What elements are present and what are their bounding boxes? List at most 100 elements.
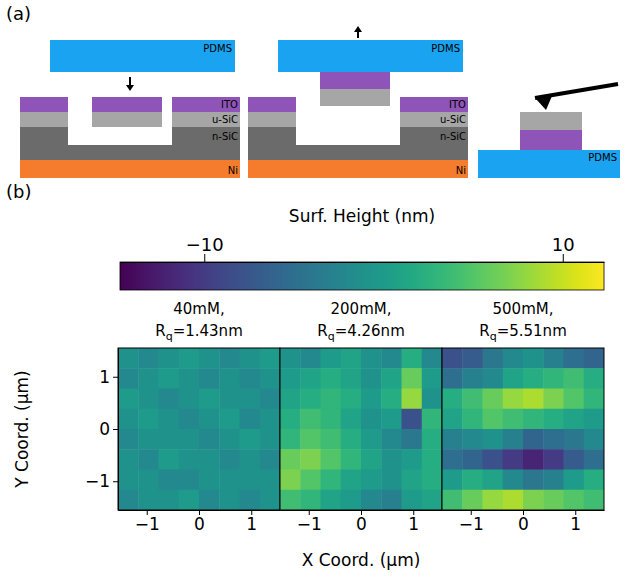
cell [138, 348, 159, 369]
cell [523, 348, 544, 369]
cell [118, 368, 139, 389]
tick-label: 0 [518, 514, 529, 534]
tick-label: 0 [99, 419, 110, 439]
cell [543, 429, 564, 450]
usic-layer [92, 112, 162, 127]
cell [260, 348, 280, 369]
cell [260, 449, 280, 470]
plot-frame [280, 348, 442, 510]
cell [402, 490, 423, 510]
cell [118, 409, 139, 430]
cell [118, 429, 139, 450]
tick-mark [204, 254, 205, 262]
panel-title: 200mM, [331, 300, 392, 318]
cell [260, 368, 280, 389]
tick: 1 [99, 367, 118, 387]
cell [361, 389, 382, 410]
tick: −1 [85, 471, 118, 491]
cell [361, 348, 382, 369]
cell [341, 449, 362, 470]
schematic: PDMSITOu-SiCn-SiCNi [248, 26, 468, 178]
cell [462, 368, 483, 389]
tick: 10 [552, 234, 575, 262]
cell [179, 409, 200, 430]
cell [219, 429, 240, 450]
cell [280, 490, 301, 510]
tick: 1 [246, 510, 257, 534]
cell [341, 368, 362, 389]
cell [402, 449, 423, 470]
cell [159, 409, 180, 430]
cell [199, 449, 220, 470]
cell [179, 389, 200, 410]
cell [422, 429, 442, 450]
cell [523, 449, 544, 470]
cell [240, 368, 261, 389]
cell [483, 449, 504, 470]
tick-label: 1 [246, 514, 257, 534]
cell [483, 368, 504, 389]
cell [341, 429, 362, 450]
cell [584, 368, 604, 389]
panel-title: 500mM, [493, 300, 554, 318]
usic-layer [248, 112, 296, 127]
cell [159, 429, 180, 450]
cell [219, 490, 240, 510]
cell [564, 429, 585, 450]
cell [341, 389, 362, 410]
cell [381, 449, 402, 470]
cell [159, 490, 180, 510]
cell [543, 490, 564, 510]
tick-mark [563, 254, 564, 262]
cell [300, 429, 321, 450]
tick-label: −1 [297, 514, 322, 534]
usic-layer [520, 112, 582, 130]
cell [402, 389, 423, 410]
layer-label: PDMS [431, 43, 460, 54]
layer-label: n-SiC [440, 131, 466, 142]
figure: (a)(b)PDMSITOu-SiCn-SiCNiPDMSITOu-SiCn-S… [0, 0, 628, 587]
cell [179, 490, 200, 510]
pdms [278, 40, 463, 72]
cell [138, 449, 159, 470]
cell [543, 348, 564, 369]
tick-label: 10 [552, 234, 575, 255]
cell [483, 470, 504, 491]
cell [381, 490, 402, 510]
tick-label: −1 [135, 514, 160, 534]
cell [442, 449, 463, 470]
x-axis: −1 0 1 [119, 510, 281, 534]
cantilever [535, 84, 618, 98]
heatmap-panel: −101−10140mM,Rq=1.43nm [85, 300, 281, 534]
cell [503, 490, 524, 510]
cell [321, 470, 342, 491]
tick-label: −1 [85, 471, 110, 491]
cell [321, 449, 342, 470]
cell [361, 449, 382, 470]
ito-layer [320, 72, 390, 89]
tick-label: 0 [194, 514, 205, 534]
tip [536, 96, 552, 110]
cell [361, 490, 382, 510]
cell [159, 389, 180, 410]
cell [483, 348, 504, 369]
layer-label: ITO [449, 99, 466, 110]
cell [118, 470, 139, 491]
cell [523, 409, 544, 430]
cell [219, 409, 240, 430]
plot-frame [442, 348, 604, 510]
cell [422, 490, 442, 510]
schematic: PDMS [478, 84, 620, 178]
tick: 0 [194, 510, 205, 534]
cell [199, 409, 220, 430]
ni-layer [20, 160, 240, 178]
cell [543, 389, 564, 410]
diagram: PDMSITOu-SiCn-SiCNiPDMSITOu-SiCn-SiCNiPD… [20, 26, 620, 178]
tick: −1 [297, 510, 322, 534]
cell [199, 490, 220, 510]
cell [341, 470, 362, 491]
usic-layer [320, 89, 390, 106]
layer-label: PDMS [588, 152, 617, 163]
heatmap-panel: −101500mM,Rq=5.51nm [442, 300, 605, 534]
cell [219, 389, 240, 410]
